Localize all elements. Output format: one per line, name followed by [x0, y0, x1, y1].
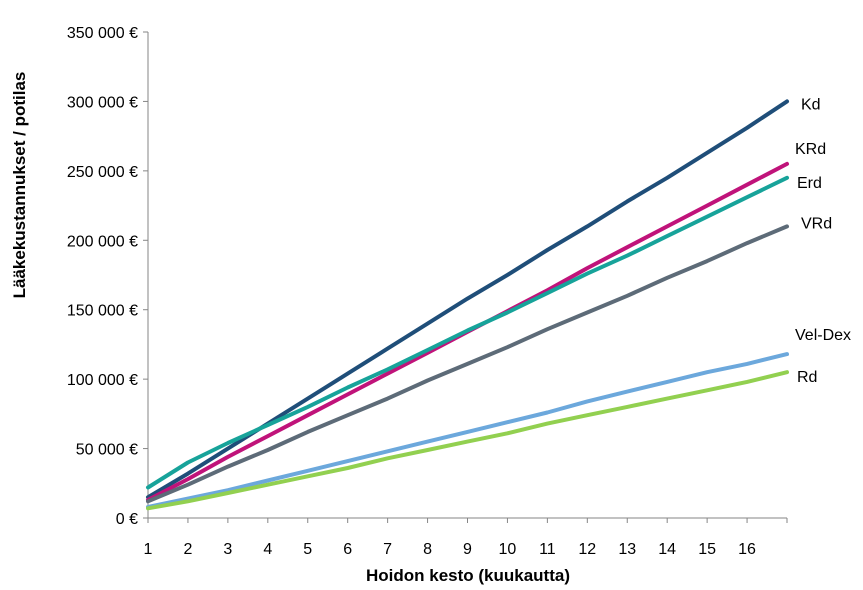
x-tick-label: 9 — [463, 541, 472, 558]
x-tick-label: 7 — [383, 541, 392, 558]
x-tick-label: 2 — [183, 541, 192, 558]
x-tick-label: 8 — [423, 541, 432, 558]
y-tick-label: 50 000 € — [76, 442, 138, 459]
x-tick-label: 12 — [578, 541, 596, 558]
x-tick-label: 6 — [343, 541, 352, 558]
x-tick-label: 14 — [658, 541, 676, 558]
series-line-rd — [146, 370, 789, 511]
y-tick-label: 300 000 € — [67, 94, 138, 111]
x-tick-label: 13 — [618, 541, 636, 558]
y-tick-label: 200 000 € — [67, 233, 138, 250]
y-tick-label: 0 € — [116, 511, 138, 528]
x-tick-label: 3 — [223, 541, 232, 558]
x-tick-label: 15 — [698, 541, 716, 558]
x-tick-label: 4 — [263, 541, 272, 558]
x-axis-title: Hoidon kesto (kuukautta) — [366, 566, 570, 585]
series-line-erd — [146, 175, 789, 490]
plot-area: 0 €50 000 €100 000 €150 000 €200 000 €25… — [67, 25, 851, 558]
series-label-vel-dex: Vel-Dex — [795, 327, 851, 344]
series-label-kd: Kd — [801, 96, 821, 113]
x-tick-label: 10 — [499, 541, 517, 558]
series-label-rd: Rd — [797, 369, 817, 386]
x-tick-label: 1 — [144, 541, 153, 558]
x-tick-label: 11 — [539, 541, 556, 558]
series-label-erd: Erd — [797, 175, 822, 192]
y-tick-label: 250 000 € — [67, 164, 138, 181]
y-tick-label: 100 000 € — [67, 372, 138, 389]
series-label-krd: KRd — [795, 141, 826, 158]
y-axis-title: Lääkekustannukset / potilas — [10, 72, 29, 299]
series-label-vrd: VRd — [801, 215, 832, 232]
y-tick-label: 150 000 € — [67, 303, 138, 320]
y-tick-label: 350 000 € — [67, 25, 138, 42]
x-tick-label: 16 — [738, 541, 756, 558]
x-tick-label: 5 — [303, 541, 312, 558]
series-line-vrd — [146, 224, 789, 504]
series-line-vel-dex — [146, 352, 789, 509]
